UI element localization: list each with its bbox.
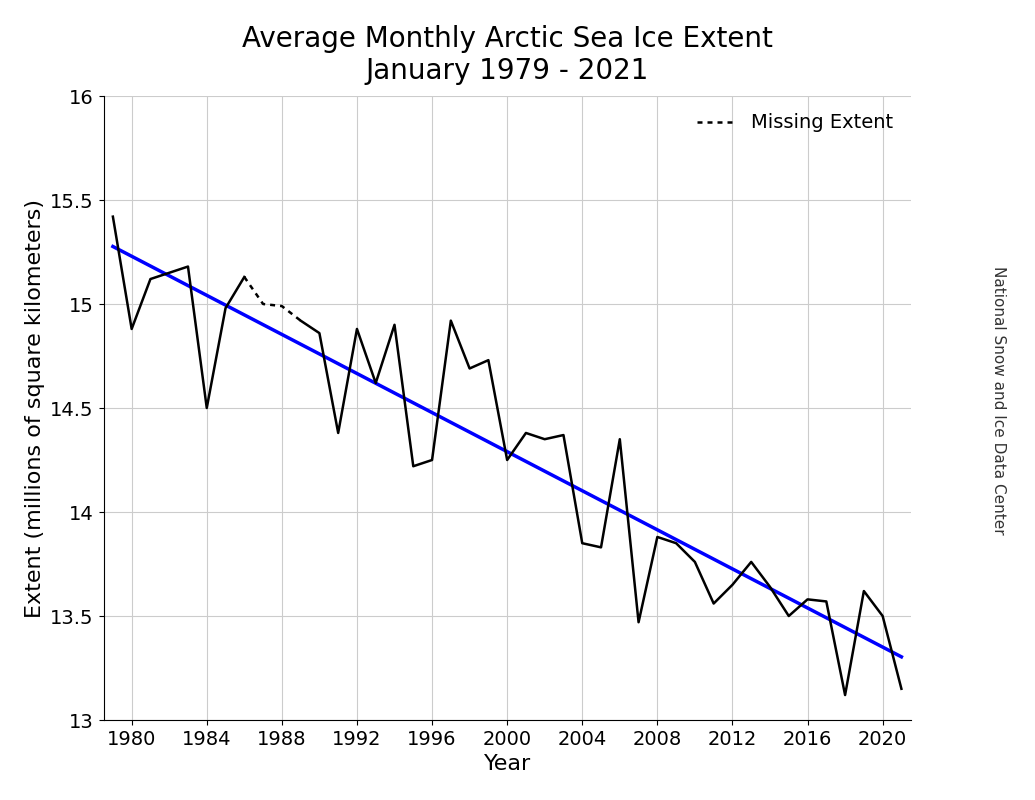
Text: National Snow and Ice Data Center: National Snow and Ice Data Center (992, 266, 1006, 534)
Y-axis label: Extent (millions of square kilometers): Extent (millions of square kilometers) (25, 198, 45, 618)
X-axis label: Year: Year (483, 754, 531, 774)
Title: Average Monthly Arctic Sea Ice Extent
January 1979 - 2021: Average Monthly Arctic Sea Ice Extent Ja… (242, 25, 772, 86)
Legend: Missing Extent: Missing Extent (689, 106, 901, 140)
